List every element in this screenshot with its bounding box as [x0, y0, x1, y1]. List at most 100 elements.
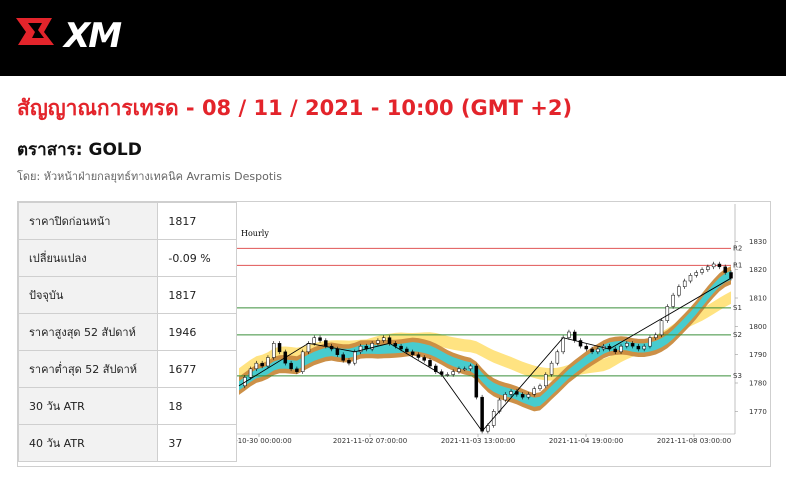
candle-body	[416, 354, 421, 358]
candle-body	[538, 385, 542, 389]
candle-body	[572, 331, 577, 341]
stats-row: ราคาสูงสุด 52 สัปดาห์ 1946	[17, 313, 237, 351]
candle-body	[387, 337, 392, 344]
candle-body	[729, 272, 733, 279]
stat-value: -0.09 %	[157, 239, 237, 277]
candle-body	[324, 340, 328, 347]
stat-value: 37	[157, 424, 237, 462]
candle-body	[474, 365, 479, 398]
candle-body	[422, 357, 426, 361]
stats-row: ราคาปิดก่อนหน้า 1817	[17, 202, 237, 240]
candle-body	[468, 365, 473, 370]
stat-value: 1946	[157, 313, 237, 351]
stats-row: 40 วัน ATR 37	[17, 424, 237, 462]
candle-body	[520, 394, 525, 398]
level-label-s2: S2	[733, 331, 742, 339]
stat-label: ราคาปิดก่อนหน้า	[17, 202, 159, 240]
candle-body	[711, 263, 716, 268]
candle-body	[370, 343, 374, 350]
candle-body	[688, 275, 693, 282]
candle-body	[503, 394, 508, 401]
timeframe-label: Hourly	[241, 229, 269, 238]
stats-row: ปัจจุบัน 1817	[17, 276, 237, 314]
candle-body	[277, 343, 282, 353]
candle-body	[480, 396, 484, 432]
stat-label: ราคาต่ำสุด 52 สัปดาห์	[17, 350, 159, 388]
y-tick-label: 1810	[749, 295, 767, 303]
stats-row: เปลี่ยนแปลง -0.09 %	[17, 239, 237, 277]
candle-body	[358, 345, 363, 353]
level-label-r1: R1	[733, 261, 742, 269]
candle-body	[630, 343, 635, 347]
level-label-s3: S3	[733, 372, 742, 380]
candle-body	[613, 348, 617, 353]
candle-body	[532, 388, 536, 395]
candle-body	[445, 374, 450, 376]
x-tick-label: 21-10-30 00:00:00	[237, 437, 292, 445]
signal-panel: ราคาปิดก่อนหน้า 1817 เปลี่ยนแปลง -0.09 % ปัจ…	[17, 201, 771, 467]
y-tick-label: 1830	[749, 238, 767, 246]
candle-body	[625, 343, 629, 347]
y-tick-label: 1800	[749, 323, 767, 331]
y-tick-label: 1790	[749, 351, 767, 359]
logo-text: XM	[64, 16, 122, 56]
candle-body	[694, 272, 699, 276]
candle-body	[248, 368, 253, 378]
stat-value: 1817	[157, 202, 237, 240]
level-label-r2: R2	[733, 244, 742, 252]
candle-body	[619, 345, 623, 353]
candle-body	[451, 371, 455, 375]
candle-body	[665, 306, 670, 321]
candle-body	[428, 360, 432, 367]
candle-body	[381, 337, 386, 341]
candle-body	[341, 354, 345, 361]
candle-body	[306, 343, 311, 353]
candle-body	[457, 368, 461, 372]
level-label-s1: S1	[733, 304, 742, 312]
candle-body	[636, 345, 641, 350]
candle-body	[700, 269, 704, 273]
candle-body	[561, 337, 565, 353]
candle-body	[596, 348, 600, 353]
candle-body	[266, 357, 270, 367]
stat-label: 30 วัน ATR	[17, 387, 159, 425]
candle-body	[555, 351, 560, 364]
candle-body	[567, 331, 571, 338]
stat-label: ราคาสูงสุด 52 สัปดาห์	[17, 313, 159, 351]
y-tick-label: 1780	[749, 380, 767, 388]
logo-mark-cut	[28, 23, 44, 38]
candle-body	[671, 294, 675, 307]
candle-body	[312, 337, 316, 344]
candle-body	[648, 337, 652, 347]
candle-body	[549, 362, 554, 375]
candle-body	[353, 351, 357, 364]
x-tick-label: 2021-11-04 19:00:00	[549, 437, 623, 445]
stat-label: ปัจจุบัน	[17, 276, 159, 314]
candle-body	[544, 374, 548, 387]
candle-body	[659, 320, 664, 336]
stat-label: 40 วัน ATR	[17, 424, 159, 462]
stat-value: 1817	[157, 276, 237, 314]
candle-body	[399, 345, 403, 350]
candle-body	[347, 360, 351, 364]
candle-body	[682, 280, 687, 287]
price-chart: Hourly R2 R1 S1 S2 S3 1830 1820 1810 1800 1790 1780…	[237, 202, 770, 466]
stats-table: ราคาปิดก่อนหน้า 1817 เปลี่ยนแปลง -0.09 % ปัจ…	[17, 202, 237, 462]
xm-logo	[16, 18, 54, 45]
page-title: สัญญาณการเทรด - 08 / 11 / 2021 - 10:00 (…	[17, 96, 573, 120]
candle-body	[335, 348, 340, 355]
y-tick-label: 1770	[749, 408, 767, 416]
header-bar: XM	[0, 0, 786, 76]
candle-body	[260, 362, 264, 367]
y-tick-label: 1820	[749, 266, 767, 274]
candle-body	[376, 340, 380, 344]
candle-body	[300, 351, 305, 372]
stat-label: เปลี่ยนแปลง	[17, 239, 159, 277]
candle-body	[578, 340, 583, 347]
ma-ribbon-inner	[239, 270, 731, 407]
candle-body	[526, 394, 531, 398]
stat-value: 1677	[157, 350, 237, 388]
candle-body	[318, 337, 322, 341]
x-tick-label: 2021-11-02 07:00:00	[333, 437, 407, 445]
candle-body	[271, 343, 276, 358]
